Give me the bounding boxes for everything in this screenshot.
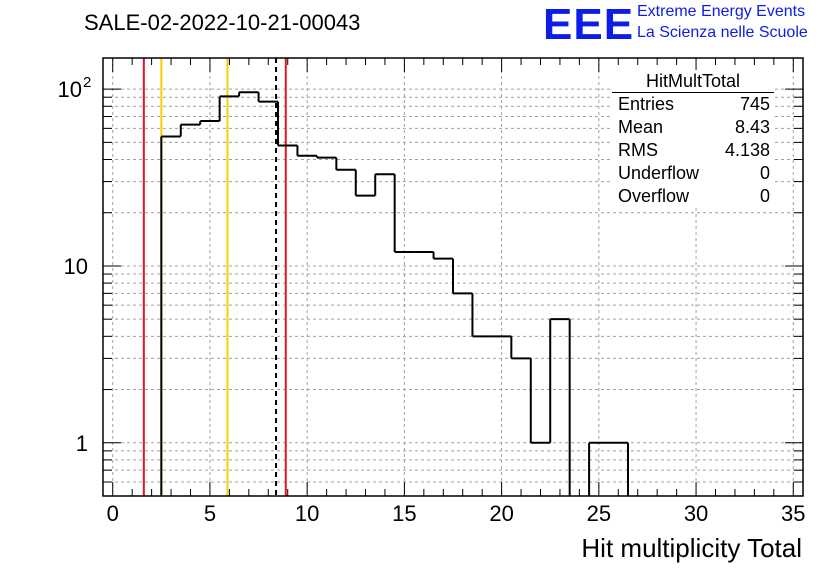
x-tick-label: 35 [781,501,805,526]
x-tick-label: 30 [684,501,708,526]
stats-row-overflow: Overflow 0 [612,185,774,208]
axis-ticks [103,58,803,497]
stats-label: Mean [618,117,664,137]
stats-value: 8.43 [734,117,770,137]
y-tick-label: 10 [58,77,82,102]
stats-row-entries: Entries 745 [612,93,774,116]
stats-row-underflow: Underflow 0 [612,162,774,185]
stats-box: HitMultTotal Entries 745 Mean 8.43 RMS 4… [612,70,774,208]
stats-value: 4.138 [724,140,770,160]
x-tick-label: 15 [392,501,416,526]
stats-label: Overflow [618,186,690,206]
stats-title: HitMultTotal [612,70,774,93]
x-tick-label: 5 [204,501,216,526]
x-tick-label: 0 [107,501,119,526]
x-tick-label: 20 [489,501,513,526]
x-axis-label: Hit multiplicity Total [581,533,802,563]
x-tick-label: 10 [295,501,319,526]
stats-value: 745 [739,94,770,114]
stats-row-mean: Mean 8.43 [612,116,774,139]
histogram-bins [160,91,629,496]
stats-value: 0 [759,186,770,206]
grid [103,58,803,497]
stats-label: Underflow [618,163,700,183]
x-tick-label: 25 [587,501,611,526]
plot-frame [102,57,804,497]
chart-title: SALE-02-2022-10-21-00043 [84,10,361,35]
marker-lines [142,58,287,496]
stats-label: Entries [618,94,675,114]
y-tick-label: 10 [64,254,88,279]
eee-logo: EEE [543,0,635,49]
logo-line-1: Extreme Energy Events [637,3,806,20]
stats-row-rms: RMS 4.138 [612,139,774,162]
y-tick-exponent: 2 [83,74,91,91]
logo-line-2: La Scienza nelle Scuole [637,24,808,41]
stats-value: 0 [759,163,770,183]
stats-label: RMS [618,140,658,160]
y-tick-label: 1 [76,431,88,456]
